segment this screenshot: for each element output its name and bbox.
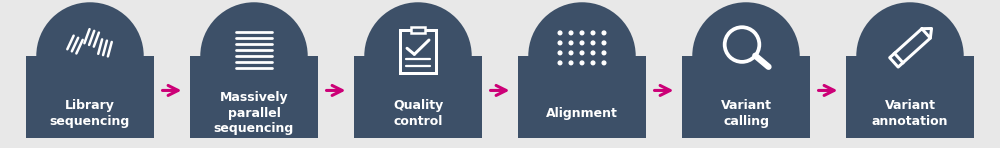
Wedge shape bbox=[200, 2, 308, 56]
Circle shape bbox=[569, 61, 573, 65]
Bar bbox=[190, 56, 318, 138]
Circle shape bbox=[558, 31, 562, 35]
Circle shape bbox=[558, 61, 562, 65]
Bar bbox=[682, 56, 810, 138]
Circle shape bbox=[569, 41, 573, 45]
Text: Library
sequencing: Library sequencing bbox=[50, 99, 130, 128]
Text: Variant
annotation: Variant annotation bbox=[872, 99, 948, 128]
Text: Massively
parallel
sequencing: Massively parallel sequencing bbox=[214, 91, 294, 135]
Circle shape bbox=[580, 41, 584, 45]
Circle shape bbox=[569, 51, 573, 55]
Bar bbox=[354, 56, 482, 138]
Text: Alignment: Alignment bbox=[546, 107, 618, 120]
Circle shape bbox=[558, 41, 562, 45]
Bar bbox=[411, 27, 425, 33]
Bar bbox=[411, 25, 425, 33]
Circle shape bbox=[558, 51, 562, 55]
Text: Quality
control: Quality control bbox=[393, 99, 443, 128]
Circle shape bbox=[602, 31, 606, 35]
Circle shape bbox=[580, 31, 584, 35]
Circle shape bbox=[602, 41, 606, 45]
Bar bbox=[26, 56, 154, 138]
Circle shape bbox=[591, 41, 595, 45]
Wedge shape bbox=[36, 2, 144, 56]
Circle shape bbox=[602, 51, 606, 55]
Circle shape bbox=[580, 61, 584, 65]
Bar bbox=[846, 56, 974, 138]
Bar bbox=[518, 56, 646, 138]
Wedge shape bbox=[528, 2, 636, 56]
Wedge shape bbox=[856, 2, 964, 56]
Text: Variant
calling: Variant calling bbox=[720, 99, 772, 128]
Bar bbox=[400, 30, 436, 73]
Wedge shape bbox=[364, 2, 472, 56]
Circle shape bbox=[569, 31, 573, 35]
Circle shape bbox=[591, 31, 595, 35]
Circle shape bbox=[591, 61, 595, 65]
Circle shape bbox=[602, 61, 606, 65]
Circle shape bbox=[580, 51, 584, 55]
Circle shape bbox=[591, 51, 595, 55]
Wedge shape bbox=[692, 2, 800, 56]
